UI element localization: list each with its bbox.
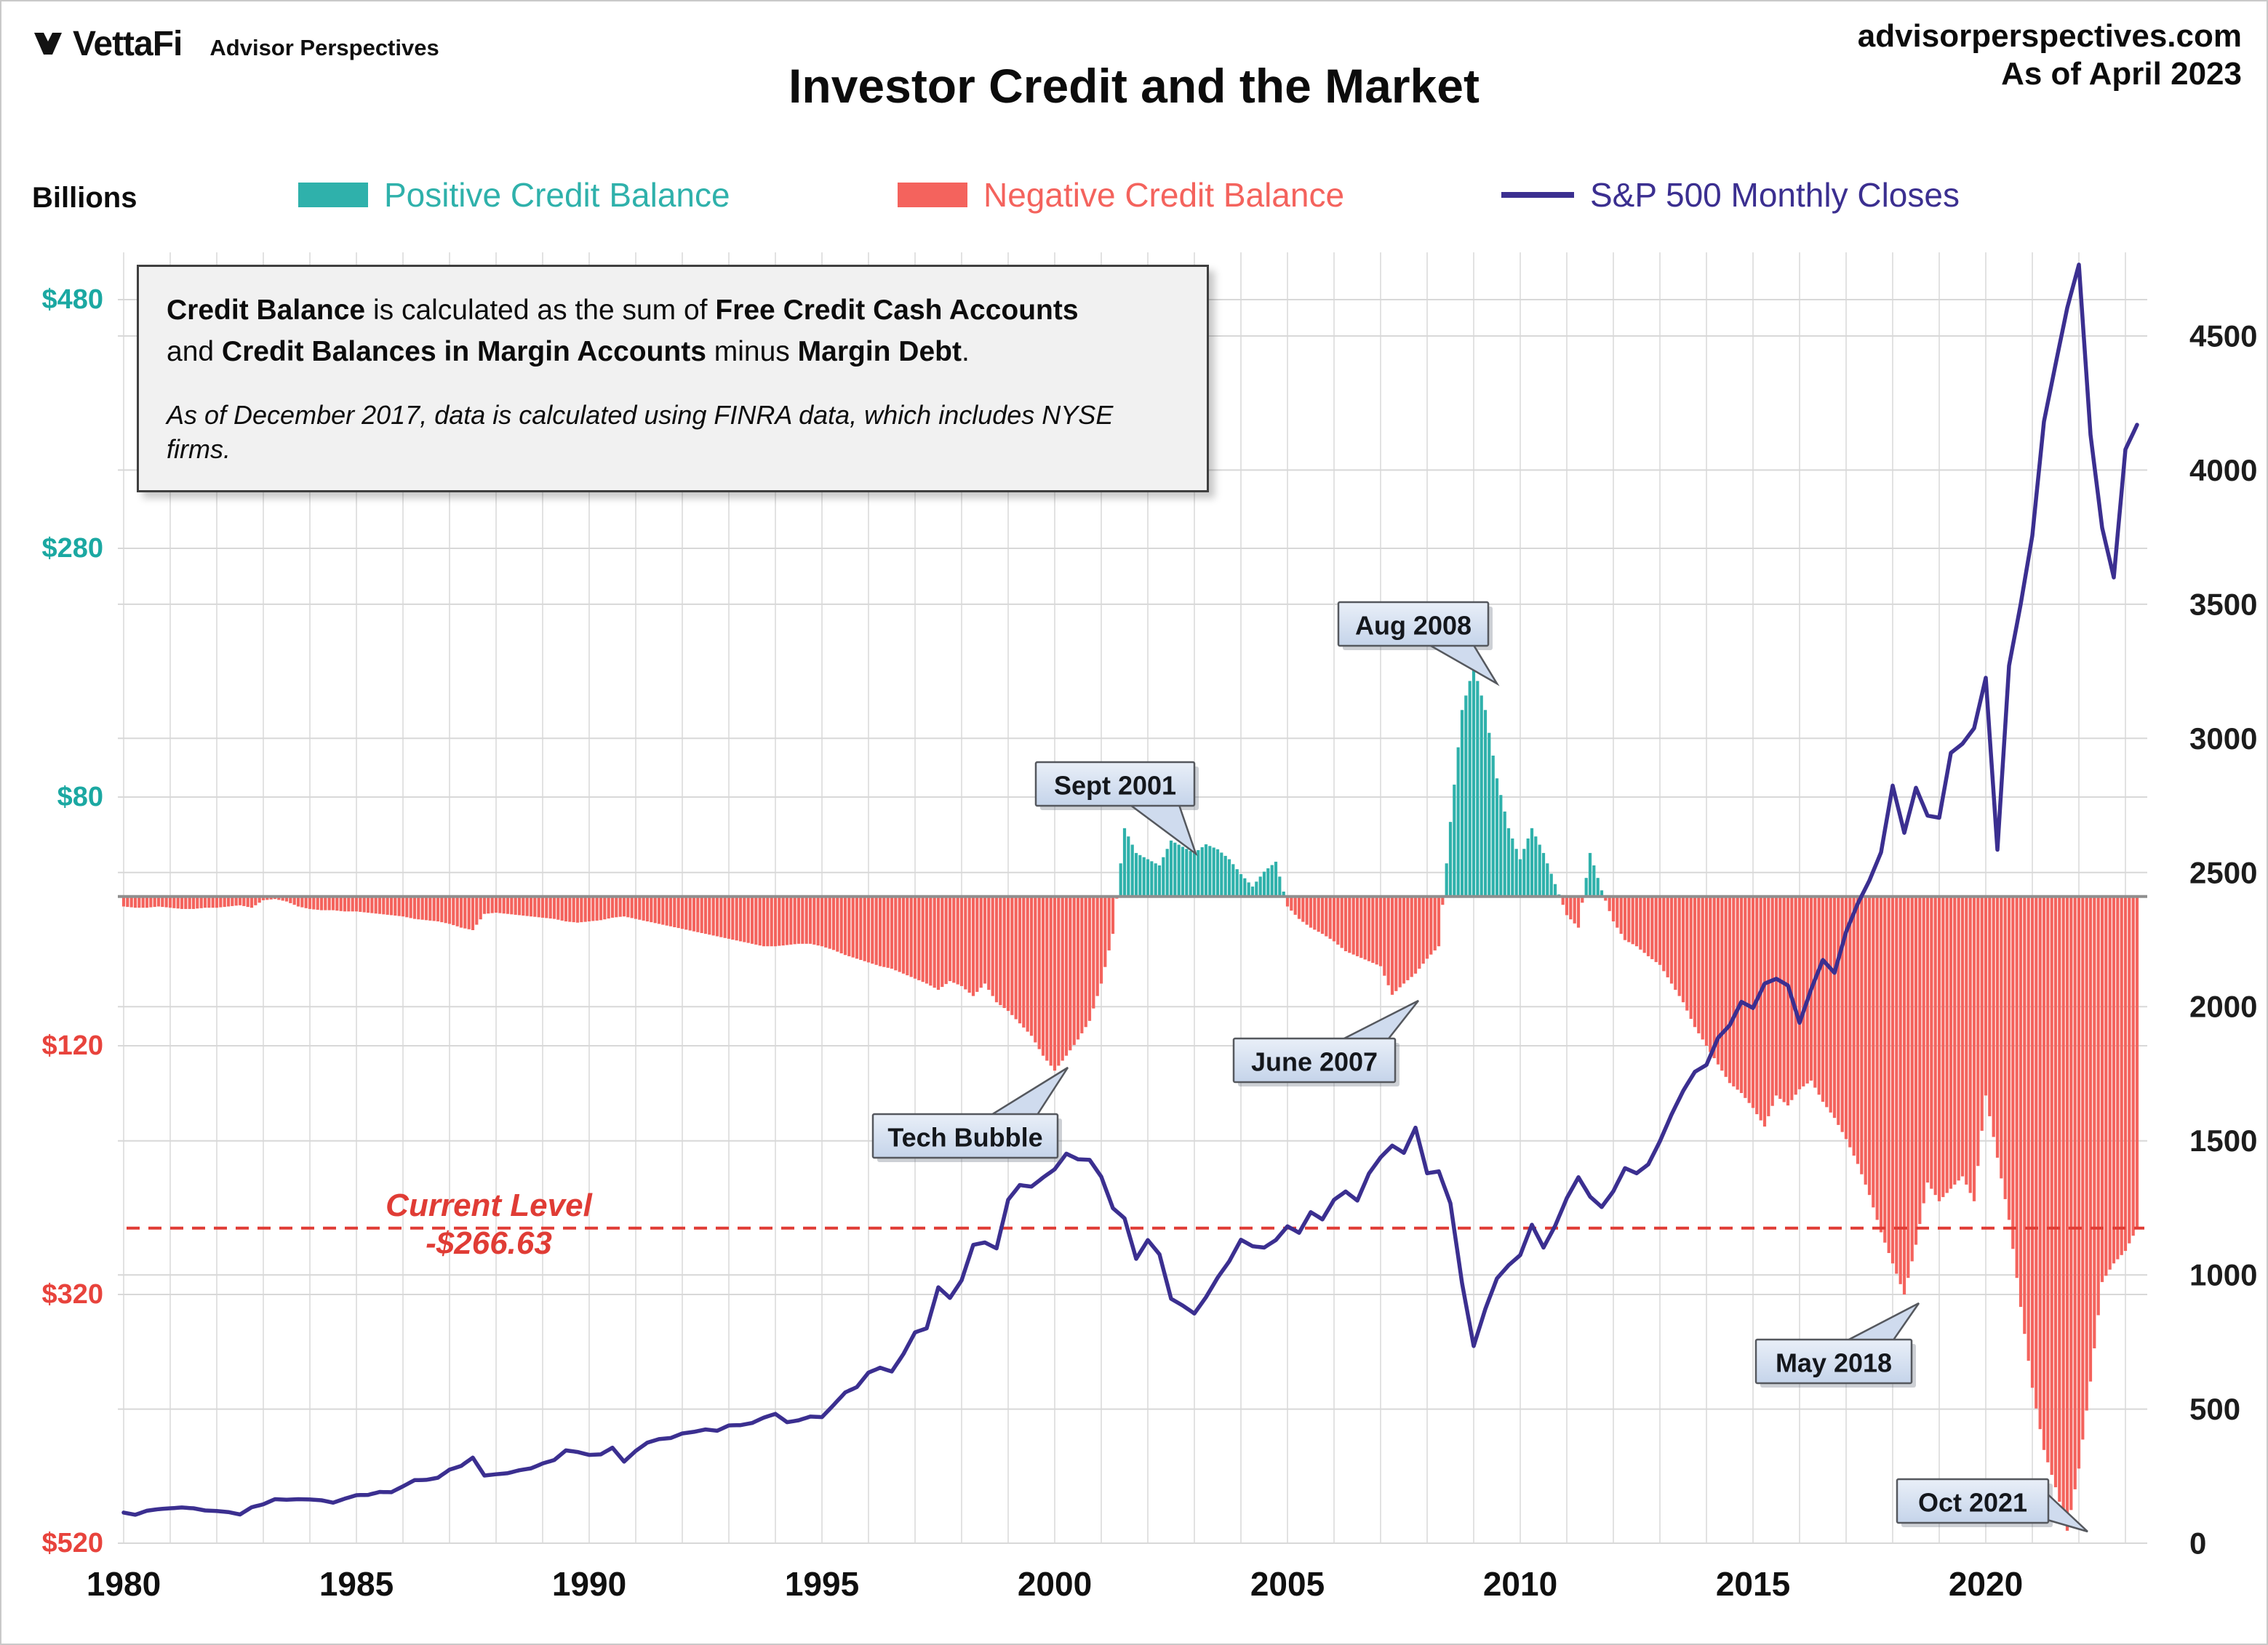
info-box-line: and Credit Balances in Margin Accounts m… xyxy=(167,335,970,367)
svg-text:2500: 2500 xyxy=(2189,855,2257,889)
svg-text:May 2018: May 2018 xyxy=(1776,1348,1892,1378)
svg-text:$520: $520 xyxy=(41,1528,103,1558)
info-box-line: As of December 2017, data is calculated … xyxy=(167,400,1114,464)
svg-text:1980: 1980 xyxy=(87,1565,161,1603)
svg-text:$280: $280 xyxy=(41,533,103,564)
brand-header: VettaFi Advisor Perspectives xyxy=(32,23,439,64)
advisor-perspectives-label: Advisor Perspectives xyxy=(209,35,439,60)
source-site: advisorperspectives.com xyxy=(1857,18,2242,54)
svg-text:1995: 1995 xyxy=(785,1565,859,1603)
svg-text:$120: $120 xyxy=(41,1030,103,1061)
annotation-callout: Tech Bubble xyxy=(871,1066,1069,1162)
svg-text:2000: 2000 xyxy=(1018,1565,1092,1603)
left-axis-labels: $480 $280 $80 $120 $320 $520 xyxy=(41,284,103,1558)
current-level-value: -$266.63 xyxy=(426,1225,552,1261)
vettafi-logo-text: VettaFi xyxy=(73,25,183,63)
svg-text:1985: 1985 xyxy=(319,1565,394,1603)
legend-item-negative-credit: Negative Credit Balance xyxy=(898,175,1344,215)
svg-text:3000: 3000 xyxy=(2189,721,2257,756)
sp500-line xyxy=(121,263,2139,1517)
svg-text:Sept 2001: Sept 2001 xyxy=(1054,771,1176,801)
credit-balance-definition-box: Credit Balance is calculated as the sum … xyxy=(137,265,1209,492)
annotation-callout: June 2007 xyxy=(1232,999,1419,1086)
current-level-label: Current Level xyxy=(386,1188,592,1223)
svg-text:$80: $80 xyxy=(57,782,103,812)
annotation-callout: May 2018 xyxy=(1754,1302,1920,1388)
credit-balance-bars xyxy=(121,666,2139,1531)
annotations: Sept 2001 Aug 2008 June 2007 Tech Bubble May… xyxy=(871,601,2088,1533)
svg-text:Tech Bubble: Tech Bubble xyxy=(887,1123,1042,1153)
svg-text:2005: 2005 xyxy=(1250,1565,1325,1603)
vettafi-logo-icon xyxy=(32,28,64,63)
positive-credit-label: Positive Credit Balance xyxy=(384,176,730,214)
svg-text:2000: 2000 xyxy=(2189,990,2257,1024)
svg-text:June 2007: June 2007 xyxy=(1251,1047,1378,1077)
svg-text:3500: 3500 xyxy=(2189,587,2257,621)
svg-text:4000: 4000 xyxy=(2189,453,2257,487)
svg-text:2020: 2020 xyxy=(1949,1565,2023,1603)
svg-text:4500: 4500 xyxy=(2189,319,2257,353)
svg-text:Aug 2008: Aug 2008 xyxy=(1355,611,1472,641)
svg-text:$480: $480 xyxy=(41,284,103,315)
svg-text:2015: 2015 xyxy=(1716,1565,1790,1603)
legend-item-positive-credit: Positive Credit Balance xyxy=(298,175,730,215)
svg-text:500: 500 xyxy=(2189,1392,2240,1426)
svg-text:1000: 1000 xyxy=(2189,1258,2257,1292)
current-level-callout: Current Level -$266.63 xyxy=(332,1187,645,1262)
right-axis-labels: 4500 4000 3500 3000 2500 2000 1500 1000 500 0 xyxy=(2189,319,2257,1561)
credit-balance-definition-text: Credit Balance is calculated as the sum … xyxy=(167,290,1179,467)
svg-text:2010: 2010 xyxy=(1483,1565,1557,1603)
svg-text:1500: 1500 xyxy=(2189,1124,2257,1158)
as-of-date: As of April 2023 xyxy=(2001,55,2242,92)
negative-credit-label: Negative Credit Balance xyxy=(983,176,1345,214)
annotation-callout: Aug 2008 xyxy=(1337,601,1500,687)
positive-credit-swatch-icon xyxy=(298,183,368,207)
annotation-callout: Oct 2021 xyxy=(1896,1478,2088,1533)
page-title: Investor Credit and the Market xyxy=(788,59,1480,113)
svg-text:Oct 2021: Oct 2021 xyxy=(1918,1488,2027,1518)
source-block: advisorperspectives.com As of April 2023 xyxy=(1858,17,2242,93)
legend-item-sp500: S&P 500 Monthly Closes xyxy=(1501,175,1960,215)
sp500-line-swatch-icon xyxy=(1501,192,1574,198)
svg-text:0: 0 xyxy=(2189,1526,2206,1561)
annotation-callout: Sept 2001 xyxy=(1034,761,1199,857)
left-axis-units-label: Billions xyxy=(32,182,137,214)
info-box-line: Credit Balance is calculated as the sum … xyxy=(167,295,1079,326)
sp500-label: S&P 500 Monthly Closes xyxy=(1590,176,1960,214)
svg-text:1990: 1990 xyxy=(552,1565,626,1603)
negative-credit-swatch-icon xyxy=(898,183,967,207)
svg-text:$320: $320 xyxy=(41,1279,103,1310)
x-axis-labels: 1980 1985 1990 1995 2000 2005 2010 2015 2020 xyxy=(87,1565,2023,1603)
